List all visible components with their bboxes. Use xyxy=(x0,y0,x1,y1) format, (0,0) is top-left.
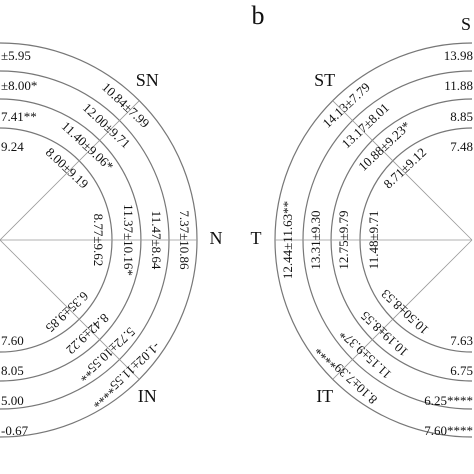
edge-value: 13.98 xyxy=(444,48,473,63)
edge-value: 7.60**** xyxy=(424,423,473,438)
label-bg xyxy=(310,71,339,94)
sector-label: T xyxy=(251,228,262,248)
sector-label: ST xyxy=(314,70,335,90)
edge-value: 7.63 xyxy=(450,333,473,348)
sector-label: S xyxy=(461,14,471,34)
label-bg xyxy=(133,386,162,409)
edge-value: ±8.00* xyxy=(1,78,37,93)
ray xyxy=(0,239,140,380)
panel-letter: b xyxy=(252,1,265,30)
sector-label: IN xyxy=(138,386,157,406)
ring-value: 12.75±9.79 xyxy=(336,210,351,269)
ring-value: 8.77±9.62 xyxy=(91,214,106,267)
edge-value: 7.48 xyxy=(450,139,473,154)
sector-label: IT xyxy=(316,386,333,406)
edge-value: ±5.95 xyxy=(1,48,31,63)
edge-value: 6.25**** xyxy=(424,393,473,408)
ray xyxy=(332,239,473,380)
edge-value: 6.75 xyxy=(450,363,473,378)
ring-value: 11.37±10.16* xyxy=(121,204,136,276)
ring-value: 7.37±10.86 xyxy=(177,210,192,270)
sector-label: N xyxy=(210,228,223,248)
ring-value: 11.47±8.64 xyxy=(149,211,164,270)
label-bg xyxy=(310,386,339,409)
ring-value: 12.44±11.63** xyxy=(280,201,295,279)
label-bg xyxy=(242,229,270,251)
ring-value: 13.31±9.30 xyxy=(308,210,323,269)
ring-value: 11.48±9.71 xyxy=(366,211,381,270)
ray xyxy=(0,100,140,241)
edge-value: 7.41** xyxy=(1,109,37,124)
edge-value: 8.85 xyxy=(450,109,473,124)
sector-label: SN xyxy=(136,70,159,90)
edge-value: -0.67 xyxy=(1,423,29,438)
edge-value: 8.05 xyxy=(1,363,24,378)
label-bg xyxy=(202,229,230,251)
edge-value: 7.60 xyxy=(1,333,24,348)
ray xyxy=(332,100,473,241)
label-bg xyxy=(133,71,162,94)
edge-value: 5.00 xyxy=(1,393,24,408)
edge-value: 11.88 xyxy=(444,78,473,93)
edge-value: 9.24 xyxy=(1,139,24,154)
